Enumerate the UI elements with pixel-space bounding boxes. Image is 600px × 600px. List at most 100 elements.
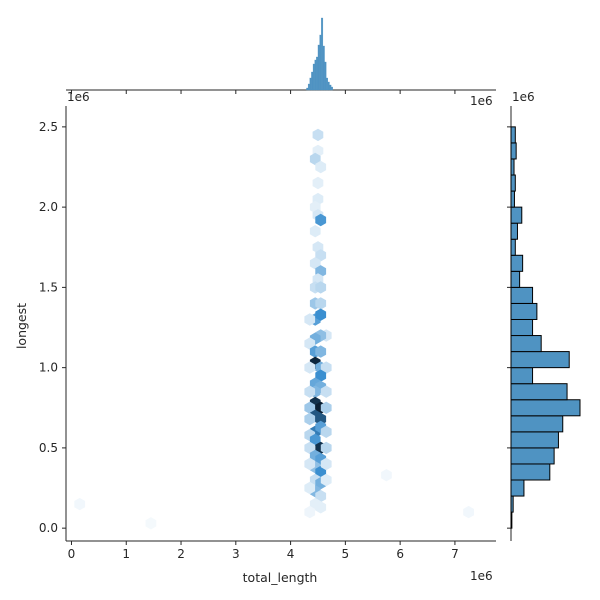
x-marginal-bar: [314, 59, 317, 91]
hexbin-cell: [309, 152, 321, 166]
hexbin-cell: [304, 441, 316, 455]
y-marginal-bar: [510, 463, 551, 481]
x-marginal-bar: [326, 77, 328, 91]
y-marginal-bar: [510, 399, 581, 417]
hexbin-cell: [304, 412, 316, 426]
hexbin-cell: [320, 441, 332, 455]
y-marginal-bar: [510, 190, 515, 208]
x-marginal-bar: [316, 56, 319, 91]
y-marginal-bar: [510, 495, 514, 513]
x-tick-label: 7: [451, 547, 459, 561]
x-marginal-bar: [319, 34, 322, 91]
y-marginal-bar: [510, 158, 515, 176]
hexbin-cell: [309, 257, 321, 270]
y-marginal-bar: [510, 335, 542, 353]
y-marginal-bar: [510, 254, 524, 272]
y-marginal-bar: [510, 174, 516, 192]
y-marginal-bar: [510, 511, 513, 529]
hexbin-cell: [320, 361, 332, 374]
hexbin-cell: [145, 517, 157, 530]
hexbin-cell: [315, 297, 327, 310]
hexbin-cell: [315, 465, 327, 479]
hexbin-cell: [315, 501, 327, 514]
x-tick-label: 2: [177, 547, 185, 561]
hexbin-cell: [315, 160, 327, 174]
x-marginal-histogram: [66, 17, 496, 94]
hexbin-cell: [315, 489, 327, 503]
y-marginal-bar: [510, 142, 517, 160]
y-marginal-bar: [510, 367, 534, 385]
hexbin-cell: [315, 369, 327, 382]
y-offset-label: 1e6: [67, 90, 90, 104]
hexbin-cell: [463, 505, 474, 519]
hexbin-cell: [304, 505, 316, 519]
hexbin-cell: [304, 401, 316, 414]
y-marginal-bar: [510, 222, 518, 240]
hexbin-layer: [74, 128, 474, 530]
x-marginal-bar: [306, 87, 309, 91]
y-tick-label: 2.5: [39, 120, 58, 134]
x-axis-label: total_length: [243, 570, 318, 585]
hexbin-cell: [309, 225, 321, 238]
hexbin-cell: [304, 313, 316, 326]
x-marginal-bar: [327, 81, 330, 91]
hexbin-cell: [320, 401, 332, 414]
x-marginal-bar: [330, 86, 333, 91]
x-marginal-bar: [312, 63, 315, 91]
hexbin-cell: [320, 385, 332, 398]
x-tick-label: 0: [68, 547, 76, 561]
y-marginal-bar: [510, 206, 523, 224]
y-marginal-bar: [510, 270, 521, 288]
y-tick-label: 0.0: [39, 521, 58, 535]
x-tick-label: 4: [287, 547, 295, 561]
y-marginal-bar: [510, 431, 559, 449]
y-marginal-bar: [510, 286, 534, 304]
hexbin-cell: [304, 385, 316, 398]
y-tick-label: 2.0: [39, 200, 58, 214]
y-marginal-bar: [510, 318, 534, 337]
x-tick-label: 1: [122, 547, 130, 561]
hexbin-cell: [312, 176, 324, 190]
y-marginal-bar: [510, 238, 516, 256]
hexbin-cell: [320, 473, 332, 487]
y-tick-label: 1.0: [39, 361, 58, 375]
hexbin-cell: [320, 457, 332, 471]
hexbin-cell: [304, 361, 316, 374]
y-axis-label: longest: [14, 303, 29, 349]
hexbin-cell: [315, 249, 327, 262]
y-tick-label: 0.5: [39, 441, 58, 455]
side-offset-label: 1e6: [512, 90, 535, 104]
hexbin-cell: [315, 281, 327, 294]
hexbin-cell: [312, 128, 324, 142]
y-marginal-bar: [510, 415, 564, 433]
y-marginal-bar: [510, 479, 525, 497]
top-right-offset-label: 1e6: [470, 94, 493, 108]
axes: 0 1 2 3 4 5 6 7 0.0 0.5 1.0 1.5 2.0 2.5: [39, 106, 496, 561]
hexbin-cell: [304, 337, 316, 350]
y-marginal-bar: [510, 302, 538, 320]
x-marginal-bar: [317, 44, 320, 91]
hexbin-cell: [381, 469, 392, 482]
hexbin-cell: [304, 481, 316, 495]
hexbin-cell: [315, 213, 327, 227]
x-tick-label: 5: [342, 547, 350, 561]
x-marginal-bar: [309, 77, 312, 91]
hexbin-cell: [309, 433, 321, 447]
y-marginal-bar: [510, 383, 568, 401]
x-marginal-bar: [322, 45, 325, 91]
y-marginal-bar: [510, 126, 516, 144]
y-marginal-bar: [510, 447, 555, 465]
x-tick-label: 6: [396, 547, 404, 561]
x-marginal-bar: [321, 17, 324, 91]
x-marginal-bar: [329, 84, 332, 91]
x-tick-label: 3: [232, 547, 240, 561]
x-marginal-bar: [324, 61, 327, 91]
y-tick-label: 1.5: [39, 280, 58, 294]
hexbin-cell: [74, 497, 86, 511]
x-marginal-bar: [307, 83, 310, 91]
hexbin-cell: [315, 308, 327, 321]
y-marginal-bar: [510, 351, 570, 369]
x-marginal-bar: [311, 71, 314, 91]
hexbin-cell: [304, 457, 316, 471]
